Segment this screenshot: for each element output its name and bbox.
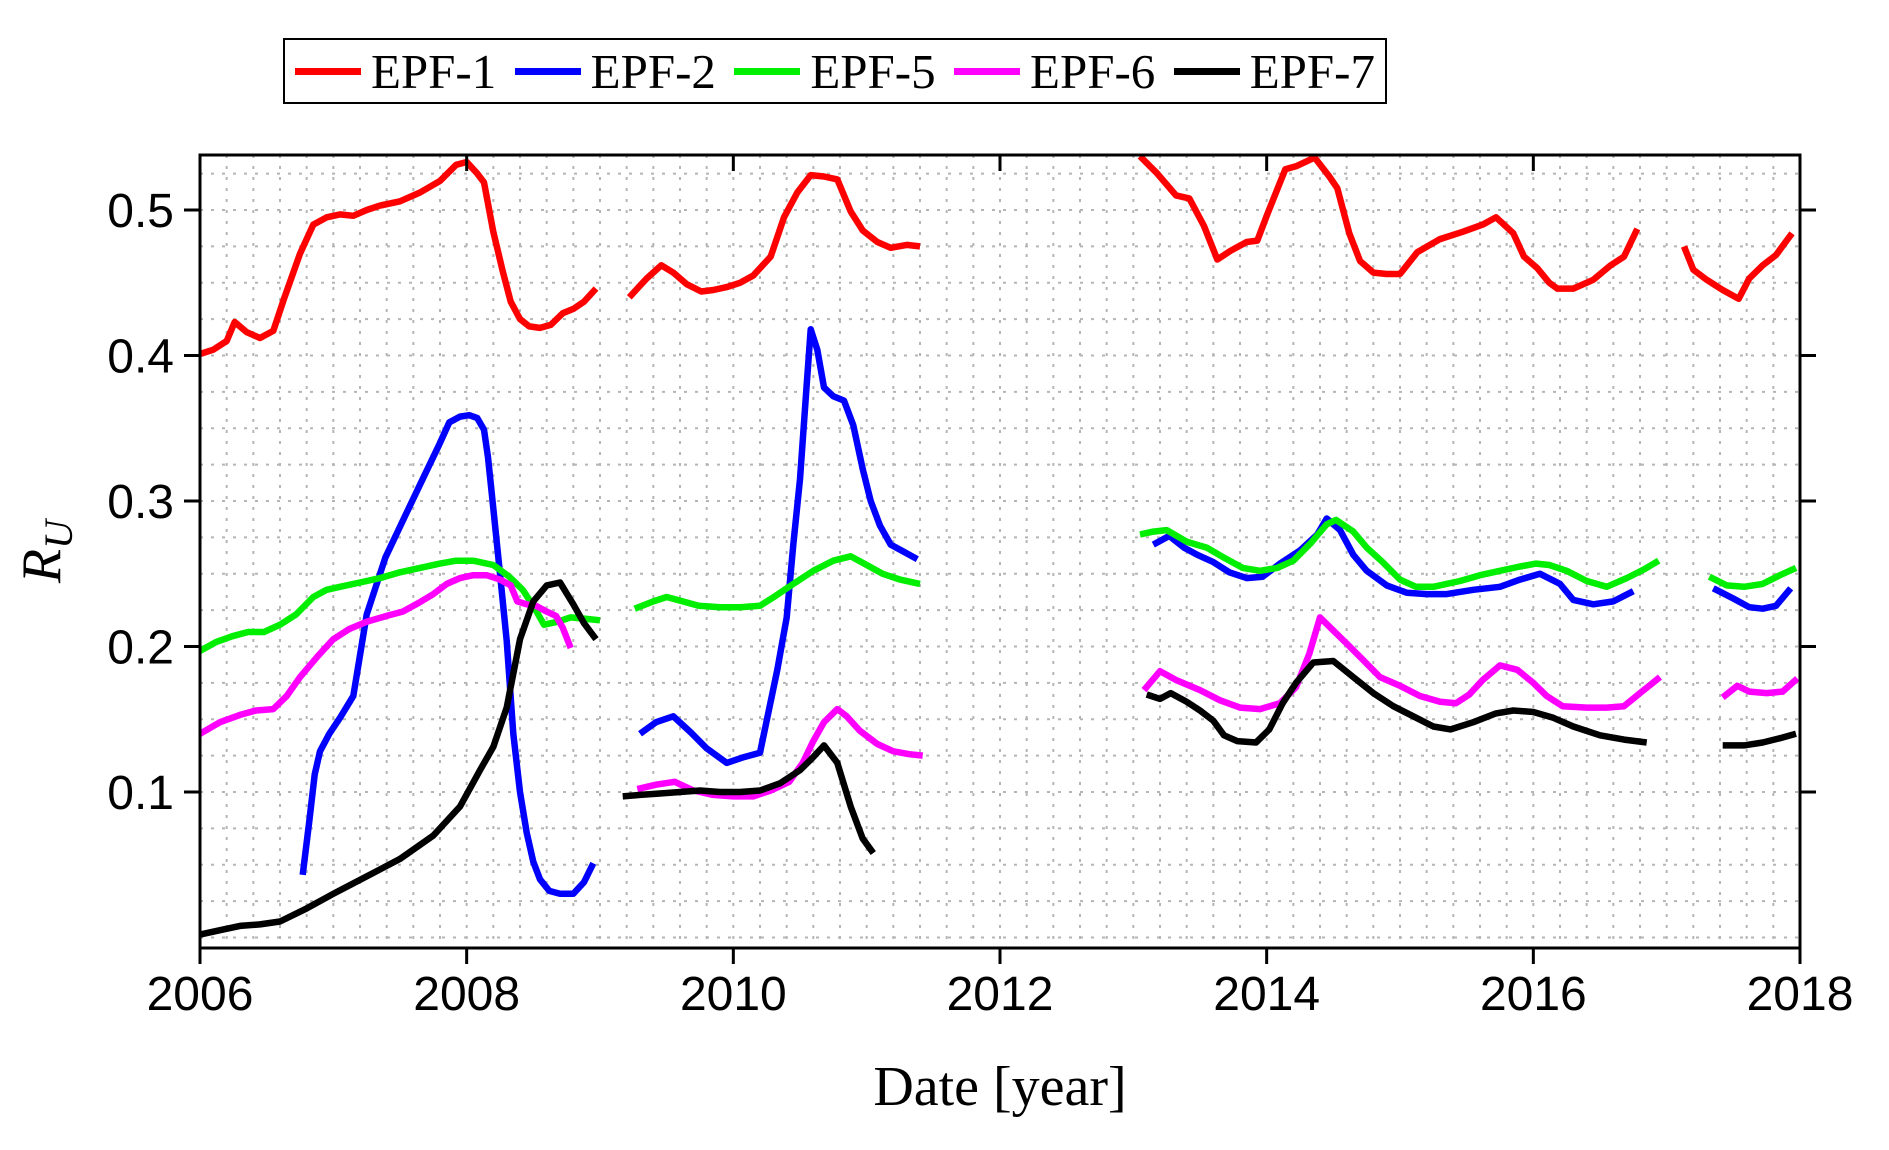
- grid: [200, 155, 1800, 948]
- y-tick-label: 0.2: [107, 622, 174, 675]
- series-epf-7[interactable]: [199, 579, 1797, 938]
- x-tick-label: 2008: [413, 968, 520, 1021]
- legend-label: EPF-2: [590, 43, 716, 99]
- legend-item-epf-5[interactable]: EPF-5: [734, 43, 936, 99]
- legend-line-sample-epf-6: [954, 67, 1021, 75]
- series-segment: [1720, 676, 1800, 700]
- legend-line-sample-epf-5: [734, 67, 801, 75]
- series-epf-5[interactable]: [198, 516, 1798, 654]
- series-segment: [1137, 153, 1641, 292]
- legend-line-sample-epf-2: [514, 67, 581, 75]
- legend-line-sample-epf-1: [295, 67, 361, 75]
- series-segment: [1707, 564, 1798, 591]
- legend-item-epf-1[interactable]: EPF-1: [295, 47, 496, 96]
- series-epf-1[interactable]: [199, 153, 1795, 358]
- series-segment: [1151, 515, 1635, 608]
- series-segment: [198, 557, 601, 654]
- series-segment: [622, 742, 876, 856]
- series-segment: [1141, 614, 1663, 713]
- x-axis-label: Date [year]: [873, 1056, 1126, 1118]
- legend-item-epf-7[interactable]: EPF-7: [1173, 43, 1375, 99]
- y-axis-label: RU: [11, 517, 81, 584]
- series-segment: [633, 553, 921, 612]
- x-tick-label: 2018: [1747, 968, 1854, 1021]
- series-segment: [626, 171, 921, 300]
- series-epf-2[interactable]: [299, 326, 1794, 898]
- legend-item-epf-6[interactable]: EPF-6: [954, 47, 1155, 96]
- legend-label: EPF-6: [1030, 43, 1156, 99]
- series-segment: [1145, 657, 1648, 746]
- series-segment: [299, 411, 597, 898]
- x-tick-label: 2012: [947, 968, 1054, 1021]
- y-tick-label: 0.1: [107, 767, 174, 820]
- x-tick-label: 2010: [680, 968, 787, 1021]
- x-tick-label: 2006: [147, 968, 254, 1021]
- series-segment: [1680, 231, 1795, 303]
- legend-line-sample-epf-7: [1173, 67, 1240, 75]
- y-tick-label: 0.4: [107, 331, 174, 384]
- axis-ticks: [184, 155, 1816, 964]
- y-tick-label: 0.3: [107, 476, 174, 529]
- series-segment: [1711, 585, 1794, 612]
- legend-label: EPF-7: [1249, 43, 1375, 99]
- series-segment: [199, 158, 599, 358]
- y-tick-label: 0.5: [107, 185, 174, 238]
- x-tick-label: 2016: [1480, 968, 1587, 1021]
- legend-label: EPF-5: [810, 43, 936, 99]
- series-segment: [199, 579, 599, 938]
- legend-box: EPF-1 EPF-2 EPF-5 EPF-6 EPF-7: [283, 38, 1387, 104]
- legend-item-epf-2[interactable]: EPF-2: [514, 43, 716, 99]
- x-tick-label: 2014: [1213, 968, 1320, 1021]
- series-segment: [1722, 730, 1797, 749]
- legend-label: EPF-1: [371, 43, 497, 99]
- series-segment: [638, 326, 919, 767]
- series-segment: [1139, 516, 1661, 591]
